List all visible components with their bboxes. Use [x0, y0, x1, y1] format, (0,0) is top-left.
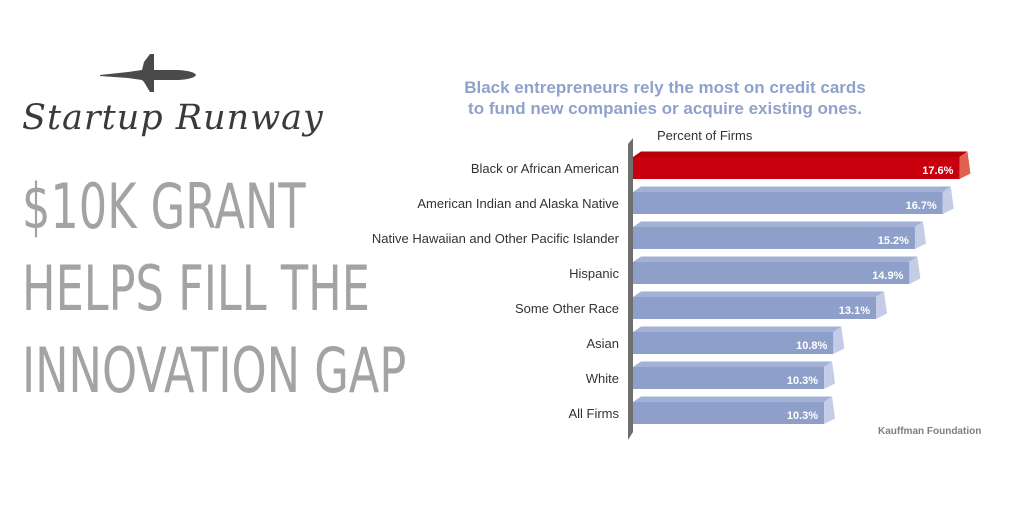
bar-top: [633, 256, 918, 262]
bar: [633, 227, 915, 249]
data-label: 10.8%: [796, 340, 827, 352]
data-label: 10.3%: [787, 375, 818, 387]
category-label: Native Hawaiian and Other Pacific Island…: [372, 231, 620, 246]
bar: [633, 262, 910, 284]
bar-end: [876, 291, 888, 319]
bar: [633, 297, 877, 319]
category-label: Black or African American: [471, 161, 619, 176]
category-label: All Firms: [568, 406, 619, 421]
bar-top: [633, 151, 968, 157]
bar: [633, 332, 834, 354]
airplane-icon: [100, 54, 196, 92]
bar: [633, 402, 825, 424]
bar: [633, 367, 825, 389]
bar-top: [633, 221, 923, 227]
bar-end: [914, 221, 926, 249]
chart-wall: [628, 138, 633, 440]
bar-top: [633, 396, 833, 402]
bar-end: [959, 151, 971, 179]
chart-title: Black entrepreneurs rely the most on cre…: [440, 77, 890, 119]
chart-title-line-2: to fund new companies or acquire existin…: [468, 99, 862, 118]
data-label: 14.9%: [872, 270, 903, 282]
data-label: 15.2%: [878, 235, 909, 247]
category-label: Hispanic: [569, 266, 619, 281]
data-label: 16.7%: [906, 200, 937, 212]
bar-end: [824, 396, 836, 424]
chart-title-line-1: Black entrepreneurs rely the most on cre…: [464, 78, 866, 97]
data-label: 13.1%: [839, 305, 870, 317]
data-label: 10.3%: [787, 410, 818, 422]
category-label: Asian: [586, 336, 619, 351]
brand-name: Startup Runway: [22, 98, 324, 138]
category-label: White: [586, 371, 619, 386]
category-label: American Indian and Alaska Native: [417, 196, 619, 211]
category-label: Some Other Race: [515, 301, 619, 316]
bar-top: [633, 291, 885, 297]
bar-end: [942, 186, 954, 214]
data-label: 17.6%: [922, 165, 953, 177]
bar-top: [633, 326, 842, 332]
bar: [633, 157, 960, 179]
bar-end: [833, 326, 845, 354]
source-credit: Kauffman Foundation: [878, 426, 982, 437]
bar-end: [824, 361, 836, 389]
bar-top: [633, 361, 833, 367]
bar: [633, 192, 943, 214]
x-axis-label: Percent of Firms: [657, 128, 753, 143]
headline-line-1: $10K GRANT: [22, 170, 306, 243]
bar-end: [909, 256, 921, 284]
bar-top: [633, 186, 951, 192]
